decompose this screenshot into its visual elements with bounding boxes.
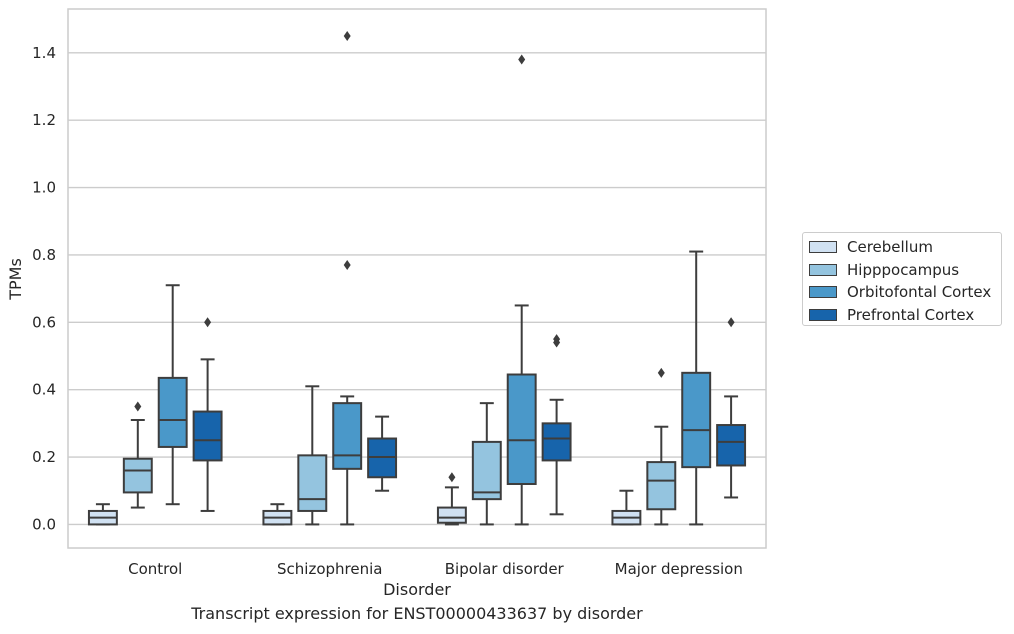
legend-swatch [809,286,837,299]
x-tick-labels: Control Schizophrenia Bipolar disorder Majo… [128,560,743,578]
outlier-point [343,260,351,271]
legend-swatch [809,263,837,276]
x-tick-label: Control [128,560,182,578]
boxplots [87,30,747,526]
x-tick-label: Schizophrenia [277,560,382,578]
legend-label: Hipppocampus [847,260,960,279]
box-iqr [297,454,328,512]
box-hipppocampus [297,385,328,526]
box-orbitofontal-cortex [681,250,712,526]
y-tick-label: 0.4 [32,381,56,399]
legend-swatch [809,241,837,254]
box-iqr [332,402,363,470]
box-prefrontal-cortex [367,415,398,492]
legend-item: Orbitofontal Cortex [803,281,1001,304]
box-hipppocampus [122,401,153,509]
outlier-point [518,54,526,65]
plot-frame [67,8,767,549]
outlier-point [448,472,456,483]
legend-label: Cerebellum [847,238,933,257]
box-prefrontal-cortex [716,317,747,499]
figure-caption: Transcript expression for ENST0000043363… [191,604,643,623]
y-tick-label: 1.0 [32,179,56,197]
box-orbitofontal-cortex [332,30,363,526]
box-orbitofontal-cortex [157,284,188,506]
box-hipppocampus [471,402,502,526]
legend: Cerebellum Hipppocampus Orbitofontal Corte… [802,232,1002,326]
box-cerebellum [436,472,467,526]
y-tick-labels: 0.0 0.2 0.4 0.6 0.8 1.0 1.2 1.4 [32,44,56,534]
x-tick-label: Major depression [615,560,743,578]
box-iqr [541,422,572,462]
box-iqr [681,371,712,469]
y-axis-title: TPMs [6,258,25,301]
box-orbitofontal-cortex [506,54,537,526]
box-iqr [436,506,467,524]
box-hipppocampus [646,367,677,526]
box-iqr [716,424,747,467]
box-iqr [122,457,153,494]
outlier-point [343,30,351,41]
y-tick-label: 0.6 [32,313,56,331]
x-axis-title: Disorder [383,580,451,599]
legend-item: Hipppocampus [803,259,1001,282]
box-prefrontal-cortex [541,334,572,516]
y-tick-label: 0.0 [32,515,56,533]
box-cerebellum [87,503,118,526]
y-tick-label: 0.8 [32,246,56,264]
box-iqr [646,461,677,511]
y-tick-label: 0.2 [32,448,56,466]
x-tick-label: Bipolar disorder [445,560,565,578]
box-prefrontal-cortex [192,317,223,512]
outlier-point [657,367,665,378]
box-iqr [471,440,502,501]
box-iqr [192,410,223,462]
box-cerebellum [262,503,293,526]
legend-swatch [809,308,837,321]
outlier-point [134,401,142,412]
box-iqr [506,373,537,485]
outlier-point [204,317,212,328]
legend-item: Prefrontal Cortex [803,304,1001,327]
y-tick-label: 1.4 [32,44,56,62]
legend-item: Cerebellum [803,236,1001,259]
legend-label: Orbitofontal Cortex [847,283,992,302]
y-tick-label: 1.2 [32,111,56,129]
box-iqr [157,376,188,448]
outlier-point [727,317,735,328]
legend-label: Prefrontal Cortex [847,305,975,324]
box-cerebellum [611,489,642,526]
outlier-point [553,334,561,345]
